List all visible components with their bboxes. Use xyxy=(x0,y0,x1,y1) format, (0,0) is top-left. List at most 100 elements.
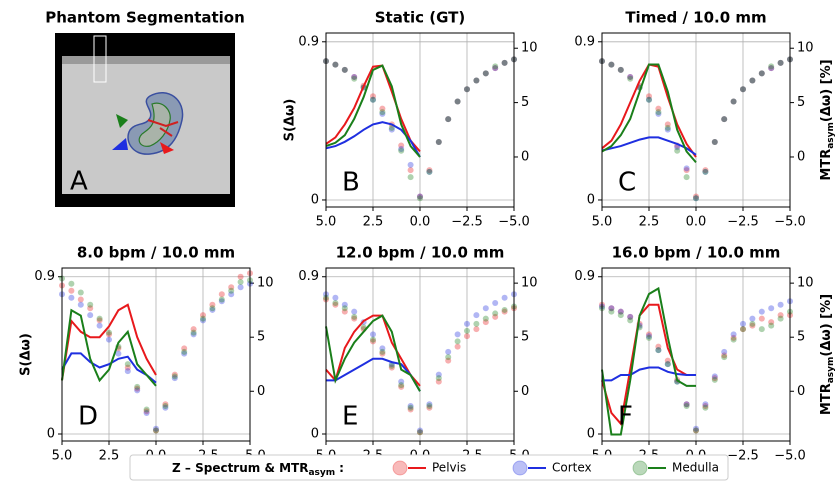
z-point xyxy=(87,302,93,308)
z-point xyxy=(209,305,215,311)
z-point xyxy=(778,60,784,66)
z-point xyxy=(627,76,633,82)
z-point xyxy=(483,316,489,322)
panel-label: B xyxy=(342,168,360,198)
y2-axis-label-main: MTR xyxy=(819,149,834,181)
y2-tick-label: 10 xyxy=(797,276,814,291)
z-point xyxy=(684,165,690,171)
z-point xyxy=(731,331,737,337)
y-tick-label: 0.9 xyxy=(34,269,55,284)
z-point xyxy=(426,169,432,175)
z-point xyxy=(238,274,244,280)
z-point xyxy=(759,326,765,332)
z-point xyxy=(238,279,244,285)
z-point xyxy=(768,305,774,311)
legend: Z – Spectrum & MTRasym: PelvisCortexMedu… xyxy=(130,455,728,480)
z-point xyxy=(445,349,451,355)
z-point xyxy=(749,77,755,83)
y2-tick-label: 5 xyxy=(257,330,265,345)
z-point xyxy=(740,326,746,332)
y2-tick-label: 5 xyxy=(797,95,805,110)
z-point xyxy=(389,363,395,369)
chart-title: 12.0 bpm / 10.0 mm xyxy=(336,244,505,262)
z-point xyxy=(674,148,680,154)
z-point xyxy=(125,361,131,367)
z-point xyxy=(731,99,737,105)
z-point xyxy=(646,335,652,341)
y2-tick-label: 10 xyxy=(797,41,814,56)
z-point xyxy=(219,296,225,302)
z-point xyxy=(408,405,414,411)
y2-axis-label-rest: (Δω) [%] xyxy=(819,59,834,122)
z-point xyxy=(721,116,727,122)
z-point xyxy=(106,337,112,343)
x-tick-label: 2.5 xyxy=(99,449,120,464)
z-point xyxy=(68,288,74,294)
z-point xyxy=(759,316,765,322)
z-point xyxy=(417,429,423,435)
z-point xyxy=(464,321,470,327)
z-point xyxy=(749,316,755,322)
chart-panel: 8.0 bpm / 10.0 mm5.02.50.0−2.5−5.000.905… xyxy=(19,244,274,464)
z-point xyxy=(646,97,652,103)
z-point xyxy=(445,354,451,360)
y-tick-label: 0.9 xyxy=(574,269,595,284)
y-tick-label: 0 xyxy=(311,427,319,442)
x-tick-label: 0.0 xyxy=(410,215,431,230)
z-point xyxy=(134,384,140,390)
x-tick-label: −5.0 xyxy=(774,449,806,464)
z-point xyxy=(627,317,633,323)
x-tick-label: −5.0 xyxy=(498,215,530,230)
legend-marker xyxy=(633,461,647,475)
z-point xyxy=(684,174,690,180)
z-point xyxy=(693,195,699,201)
z-point xyxy=(144,407,150,413)
y-tick-label: 0.9 xyxy=(298,34,319,49)
z-point xyxy=(68,295,74,301)
panel-label: C xyxy=(618,168,636,198)
z-point xyxy=(492,300,498,306)
z-point xyxy=(502,295,508,301)
z-point xyxy=(370,337,376,343)
figure: Phantom Segmentation A Static (GT)5.02.5… xyxy=(0,0,836,483)
z-point xyxy=(721,349,727,355)
z-point xyxy=(125,368,131,374)
z-point xyxy=(78,296,84,302)
z-point xyxy=(181,349,187,355)
z-point xyxy=(398,148,404,154)
z-point xyxy=(351,314,357,320)
y2-axis-label-sub: asym xyxy=(826,357,836,384)
y2-tick-label: 0 xyxy=(797,149,805,164)
z-point xyxy=(172,373,178,379)
z-point xyxy=(778,302,784,308)
z-point xyxy=(759,70,765,76)
legend-marker xyxy=(393,461,407,475)
z-point xyxy=(768,323,774,329)
z-point xyxy=(342,305,348,311)
panel-label: E xyxy=(342,402,358,432)
z-point xyxy=(483,305,489,311)
phantom-edge xyxy=(62,56,230,64)
z-point xyxy=(502,307,508,313)
z-point xyxy=(712,377,718,383)
z-point xyxy=(436,139,442,145)
chart-title: Static (GT) xyxy=(375,9,466,27)
z-point xyxy=(379,109,385,115)
x-tick-label: −2.5 xyxy=(727,215,759,230)
legend-title-main: Z – Spectrum & MTR xyxy=(172,461,308,475)
legend-label: Medulla xyxy=(672,461,719,475)
z-point xyxy=(455,338,461,344)
z-point xyxy=(759,309,765,315)
z-point xyxy=(473,321,479,327)
z-point xyxy=(370,97,376,103)
z-point xyxy=(618,67,624,73)
z-point xyxy=(87,312,93,318)
panel-label: D xyxy=(78,402,98,432)
x-tick-label: 5.0 xyxy=(52,449,73,464)
z-point xyxy=(332,300,338,306)
y2-tick-label: 10 xyxy=(257,276,274,291)
z-point xyxy=(408,174,414,180)
z-point xyxy=(608,309,614,315)
z-point xyxy=(731,337,737,343)
z-point xyxy=(702,169,708,175)
